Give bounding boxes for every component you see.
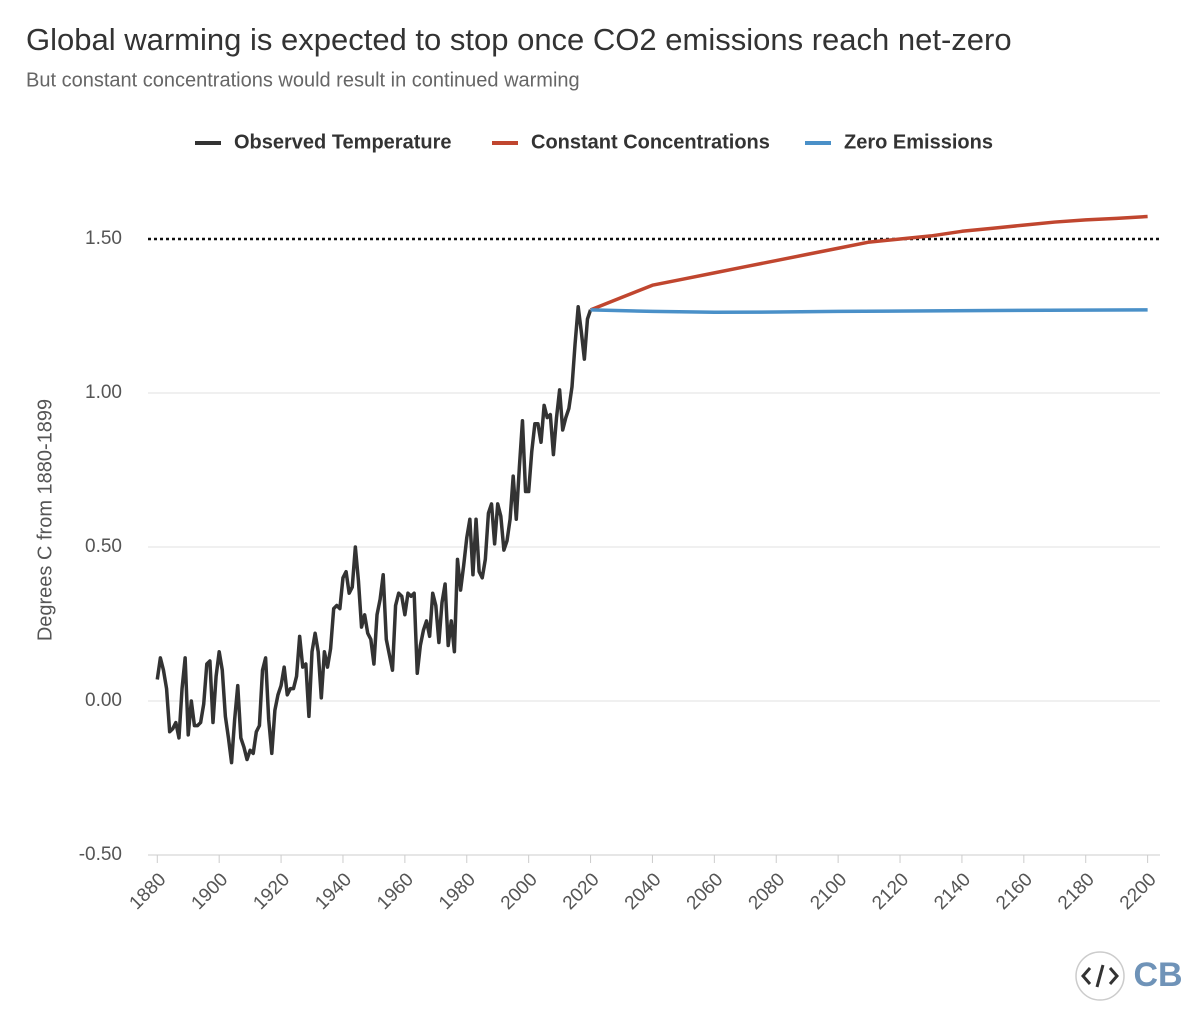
y-tick-label: -0.50 (79, 844, 122, 865)
x-tick-label: 2060 (683, 869, 728, 914)
x-tick-label: 2120 (868, 869, 913, 914)
legend-label: Constant Concentrations (531, 131, 770, 153)
x-tick-label: 1940 (311, 869, 356, 914)
x-tick-label: 2200 (1116, 869, 1161, 914)
y-tick-label: 0.50 (85, 536, 122, 557)
series-line (155, 305, 593, 765)
y-tick-label: 1.00 (85, 382, 122, 403)
y-tick-label: 1.50 (85, 228, 122, 249)
x-tick-label: 2180 (1054, 869, 1099, 914)
x-tick-label: 1900 (188, 869, 233, 914)
legend-label: Observed Temperature (234, 131, 452, 153)
embed-icon-glyph (1081, 964, 1119, 988)
x-tick-label: 1980 (435, 869, 480, 914)
logo: CB (1133, 956, 1182, 994)
chart-subtitle: But constant concentrations would result… (26, 69, 580, 91)
x-tick-label: 2040 (621, 869, 666, 914)
series-line (589, 214, 1148, 312)
embed-icon[interactable] (1075, 951, 1125, 1001)
y-axis-label: Degrees C from 1880-1899 (34, 399, 56, 641)
x-tick-label: 1960 (373, 869, 418, 914)
x-tick-label: 2160 (992, 869, 1037, 914)
x-tick-label: 2020 (559, 869, 604, 914)
y-tick-label: 0.00 (85, 690, 122, 711)
series-line (590, 308, 1148, 315)
legend-label: Zero Emissions (844, 131, 993, 153)
x-tick-label: 2140 (930, 869, 975, 914)
x-tick-label: 2000 (497, 869, 542, 914)
chart-title: Global warming is expected to stop once … (26, 22, 1012, 57)
x-tick-label: 1920 (249, 869, 294, 914)
x-tick-label: 2100 (806, 869, 851, 914)
x-tick-label: 2080 (745, 869, 790, 914)
x-tick-label: 1880 (126, 869, 171, 914)
